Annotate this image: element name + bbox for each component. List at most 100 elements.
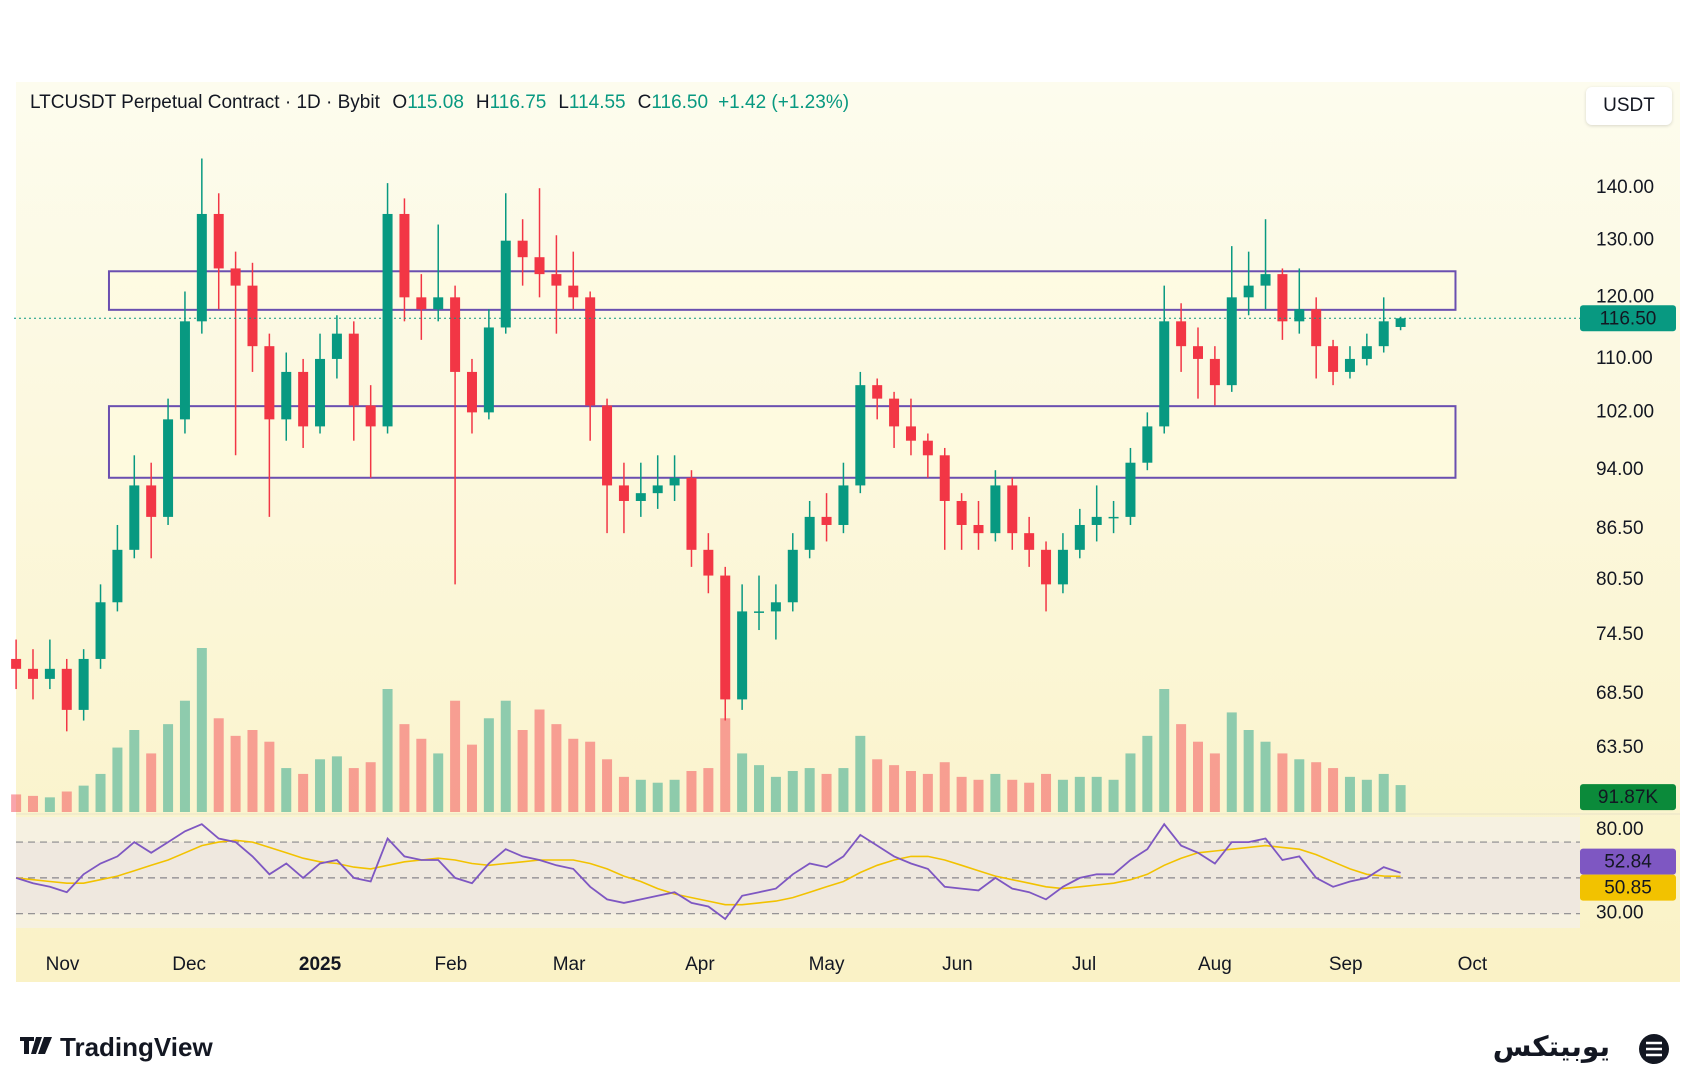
- candle-body: [179, 321, 190, 420]
- volume-bar: [466, 744, 477, 812]
- volume-bar: [500, 700, 511, 812]
- candle-body: [112, 549, 123, 603]
- x-tick-label: Nov: [46, 954, 80, 975]
- y-tick-label: 94.00: [1596, 459, 1644, 480]
- partner-brand: یوبیتکس: [1492, 1031, 1610, 1062]
- candle-body: [618, 485, 629, 501]
- volume-bar: [483, 718, 494, 812]
- candle-body: [95, 602, 106, 659]
- candle-body: [737, 611, 748, 700]
- volume-bar: [331, 756, 342, 812]
- candle-body: [1108, 516, 1119, 519]
- volume-bar: [348, 768, 359, 812]
- candle-body: [399, 213, 410, 298]
- rsi-ma-value-label-box: [1580, 874, 1676, 901]
- volume-bar: [1142, 735, 1153, 812]
- volume-bar: [652, 782, 663, 812]
- candle-body: [1226, 297, 1237, 386]
- volume-bar: [990, 773, 1001, 812]
- volume-bar: [382, 689, 393, 812]
- x-tick-label: Jul: [1072, 954, 1096, 975]
- candle-body: [1125, 462, 1136, 517]
- candle-body: [770, 602, 781, 612]
- candle-body: [298, 371, 309, 427]
- unit-button[interactable]: USDT: [1586, 87, 1672, 125]
- volume-bar: [416, 738, 427, 812]
- brand-icon-lines: [1646, 1041, 1662, 1057]
- volume-bar: [939, 762, 950, 812]
- candle-body: [315, 358, 326, 427]
- candle-body: [1294, 309, 1305, 322]
- candle-body: [483, 327, 494, 413]
- candle-body: [163, 419, 174, 517]
- candle-body: [264, 346, 275, 420]
- ohlc-legend: O115.08 H116.75 L114.55 C116.50: [390, 92, 718, 113]
- y-tick-label: 63.50: [1596, 737, 1644, 758]
- y-tick-label: 68.50: [1596, 683, 1644, 704]
- volume-bar: [905, 771, 916, 812]
- volume-bar: [804, 768, 815, 812]
- candle-body: [990, 485, 1001, 534]
- x-tick-label: May: [809, 954, 845, 975]
- volume-bar: [838, 768, 849, 812]
- candle-body: [433, 297, 444, 310]
- volume-bar: [737, 753, 748, 812]
- candle-body: [1024, 533, 1035, 550]
- candle-body: [247, 285, 258, 347]
- candle-body: [500, 240, 511, 328]
- change: +1.42 (+1.23%): [718, 92, 850, 113]
- candle-body: [365, 405, 376, 427]
- candle-body: [905, 426, 916, 441]
- volume-bar: [1226, 712, 1237, 812]
- legend-value: 114.55: [568, 92, 626, 113]
- candle-body: [1041, 549, 1052, 585]
- volume-bar: [365, 762, 376, 812]
- x-tick-label: Dec: [172, 954, 206, 975]
- volume-bar: [399, 724, 410, 812]
- volume-bar: [1361, 779, 1372, 812]
- volume-bar: [163, 724, 174, 812]
- volume-bar: [686, 771, 697, 812]
- volume-bar: [11, 794, 22, 812]
- candle-body: [129, 485, 140, 550]
- tradingview-brand: TradingView: [60, 1032, 213, 1062]
- rsi-tick-label: 30.00: [1596, 903, 1644, 924]
- candle-body: [1159, 321, 1170, 427]
- volume-bar: [112, 747, 123, 812]
- rsi-value-label: 52.84: [1604, 852, 1652, 873]
- volume-bar: [720, 718, 731, 812]
- volume-bar: [855, 735, 866, 812]
- volume-bar: [635, 779, 646, 812]
- candle-body: [1007, 485, 1018, 534]
- candle-body: [1243, 285, 1254, 298]
- candle-body: [635, 493, 646, 501]
- zone: [107, 405, 1457, 479]
- candle-body: [1344, 358, 1355, 372]
- volume-bar: [78, 785, 89, 812]
- candle-body: [585, 297, 596, 406]
- volume-bar: [1243, 730, 1254, 812]
- volume-bar: [230, 735, 241, 812]
- legend-key: L: [558, 92, 569, 113]
- volume-bar: [1125, 753, 1136, 812]
- candle-body: [787, 549, 798, 603]
- volume-bar: [770, 776, 781, 812]
- candle-body: [551, 274, 562, 286]
- rsi-ma-line: [16, 839, 1401, 906]
- volume-bar: [1378, 773, 1389, 812]
- volume-label: 91.87K: [1598, 787, 1659, 808]
- candle-body: [331, 333, 342, 359]
- rsi-tick-label: 80.00: [1596, 819, 1644, 840]
- candle-body: [61, 668, 72, 710]
- last-price-label: 116.50: [1600, 308, 1657, 329]
- last-price-label-box: [1580, 305, 1676, 332]
- x-tick-label: Sep: [1329, 954, 1363, 975]
- volume-bar: [315, 759, 326, 812]
- candle-body: [956, 500, 967, 525]
- volume-bar: [1209, 753, 1220, 812]
- volume-bar: [61, 791, 72, 812]
- volume-bar: [1108, 779, 1119, 812]
- volume-bar: [1074, 776, 1085, 812]
- x-tick-label: Aug: [1198, 954, 1232, 975]
- rsi-line: [15, 822, 1401, 921]
